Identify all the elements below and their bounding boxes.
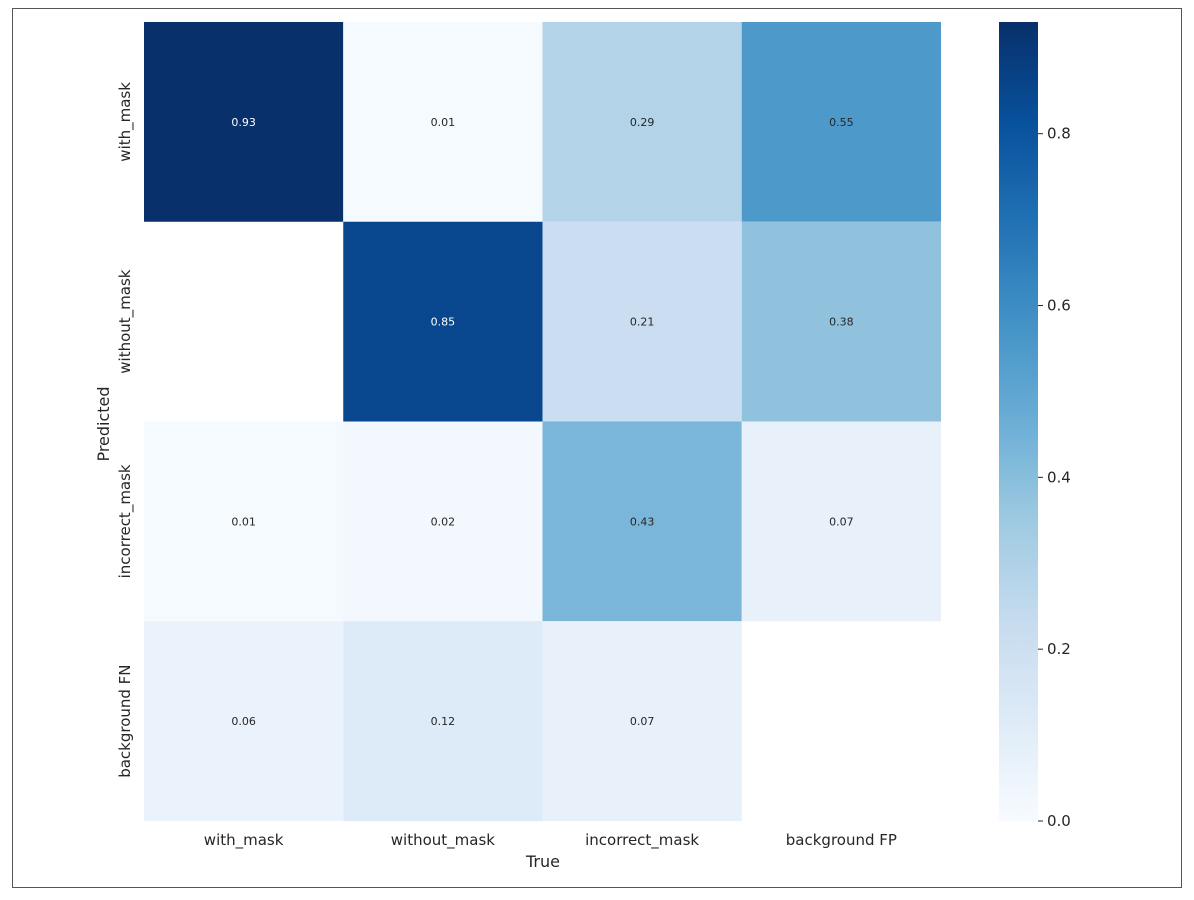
cell-value-label: 0.01 (431, 116, 456, 129)
heatmap-cell (741, 22, 941, 222)
heatmap-cell (144, 22, 344, 222)
cell-value-label: 0.02 (431, 515, 456, 528)
colorbar-tick-label: 0.4 (1047, 468, 1071, 486)
x-tick-label: incorrect_mask (585, 831, 699, 850)
heatmap-cell (741, 421, 941, 622)
y-tick-label: without_mask (116, 269, 135, 374)
y-axis-title: Predicted (94, 386, 113, 461)
cell-value-label: 0.85 (431, 316, 456, 329)
cell-value-label: 0.06 (231, 715, 256, 728)
heatmap-cell (343, 221, 543, 422)
heatmap-cell (542, 221, 742, 422)
heatmap-cell (144, 621, 344, 821)
cell-value-label: 0.93 (231, 116, 256, 129)
x-tick-label: without_mask (391, 831, 496, 850)
cell-value-label: 0.01 (231, 515, 256, 528)
heatmap-cell (741, 221, 941, 422)
heatmap-cell (144, 421, 344, 622)
colorbar-tick-label: 0.8 (1047, 125, 1071, 143)
x-tick-label: background FP (786, 831, 897, 849)
colorbar-tick-label: 0.0 (1047, 812, 1071, 830)
heatmap-cells (144, 22, 941, 821)
cell-value-label: 0.55 (829, 116, 854, 129)
x-axis-title: True (525, 852, 560, 871)
y-tick-label: background FN (116, 664, 134, 777)
cell-value-label: 0.12 (431, 715, 456, 728)
colorbar-tick-label: 0.6 (1047, 297, 1071, 315)
heatmap-cell (542, 621, 742, 821)
cell-value-label: 0.21 (630, 316, 655, 329)
y-tick-label: with_mask (116, 82, 135, 162)
cell-value-label: 0.38 (829, 316, 854, 329)
heatmap-cell (542, 421, 742, 622)
heatmap-cell (343, 621, 543, 821)
x-tick-label: with_mask (204, 831, 284, 850)
cell-value-label: 0.29 (630, 116, 655, 129)
cell-value-label: 0.07 (630, 715, 655, 728)
x-axis-ticks: with_mask without_mask incorrect_mask backg… (204, 831, 897, 850)
heatmap-cell (343, 22, 543, 222)
heatmap-cell (343, 421, 543, 622)
colorbar-ticks: 0.0 0.2 0.4 0.6 0.8 (1038, 125, 1071, 830)
colorbar-tick-label: 0.2 (1047, 640, 1071, 658)
heatmap-cell-labels: 0.93 0.01 0.29 0.55 0.85 0.21 0.38 0.01 0.02 0.43… (231, 116, 853, 728)
cell-value-label: 0.07 (829, 515, 854, 528)
y-axis-ticks: with_mask without_mask incorrect_maskbackg… (116, 82, 135, 778)
colorbar (999, 22, 1038, 821)
heatmap-cell (542, 22, 742, 222)
y-tick-label: incorrect_mask (116, 464, 135, 578)
cell-value-label: 0.43 (630, 515, 655, 528)
